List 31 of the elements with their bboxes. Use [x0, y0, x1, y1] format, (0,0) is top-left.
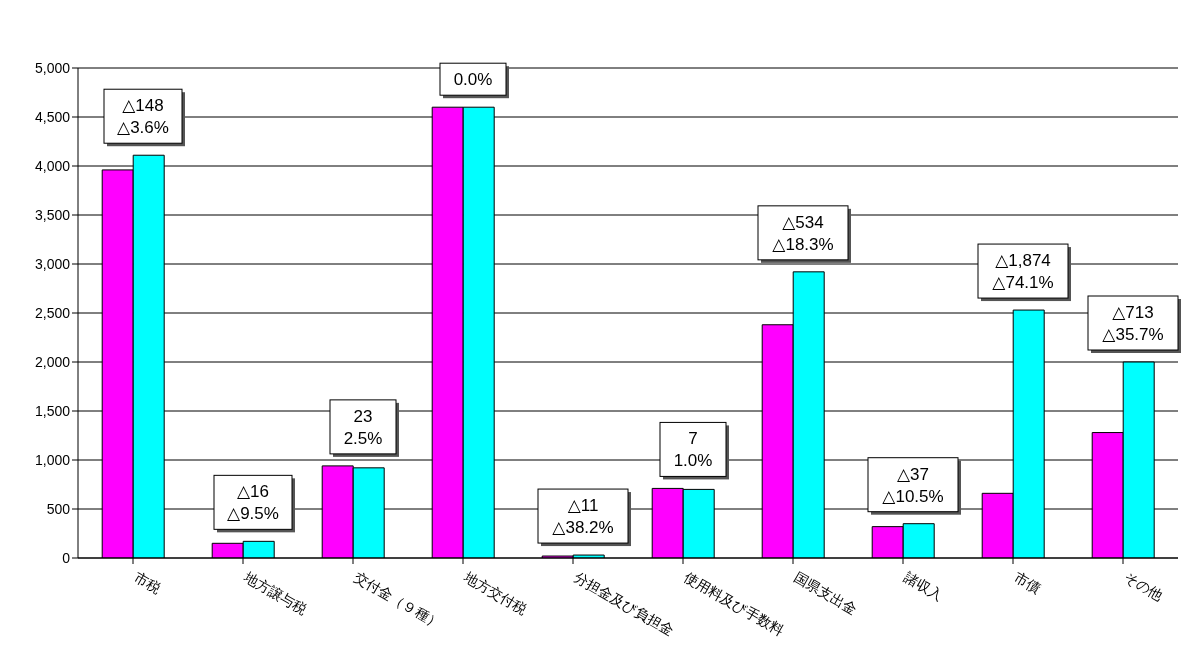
annotation: △1,874 △74.1% — [992, 251, 1054, 293]
annotation: 23 2.5% — [343, 406, 383, 448]
annotation: △11 △38.2% — [552, 496, 614, 538]
y-tick-label: 0 — [62, 549, 71, 566]
x-tick-label: 市債 — [1011, 568, 1044, 597]
annotation: △16 △9.5% — [227, 482, 279, 524]
y-tick-label: 2,500 — [34, 304, 71, 321]
x-tick-label: 国県支出金 — [791, 568, 861, 618]
annotation: △713 △35.7% — [1102, 303, 1164, 344]
x-tick-label: 地方交付税 — [460, 568, 531, 618]
y-tick-label: 2,000 — [34, 353, 71, 370]
annotation: △534 △18.3% — [772, 212, 834, 254]
x-tick-label: 諸収入 — [901, 568, 946, 604]
annotation: △148 △3.6% — [117, 96, 169, 138]
y-tick-label: 1,000 — [34, 451, 71, 468]
annotation: 0.0% — [453, 70, 493, 90]
annotation: 7 1.0% — [673, 429, 713, 471]
x-tick-label: 分担金及び負担金 — [571, 568, 677, 639]
y-tick-label: 5,000 — [34, 59, 71, 76]
y-tick-label: 4,000 — [34, 157, 71, 174]
x-tick-label: 使用料及び手数料 — [681, 568, 787, 639]
x-tick-label: 交付金（９種） — [351, 568, 445, 632]
y-tick-label: 3,000 — [34, 255, 71, 272]
annotation: △37 △10.5% — [882, 464, 944, 506]
y-tick-label: 500 — [46, 500, 71, 517]
y-tick-label: 1,500 — [34, 402, 71, 419]
y-tick-label: 4,500 — [34, 108, 71, 125]
x-tick-label: その他 — [1121, 568, 1166, 604]
y-tick-label: 3,500 — [34, 206, 71, 223]
x-tick-label: 市税 — [131, 568, 164, 597]
x-tick-label: 地方譲与税 — [240, 568, 311, 618]
